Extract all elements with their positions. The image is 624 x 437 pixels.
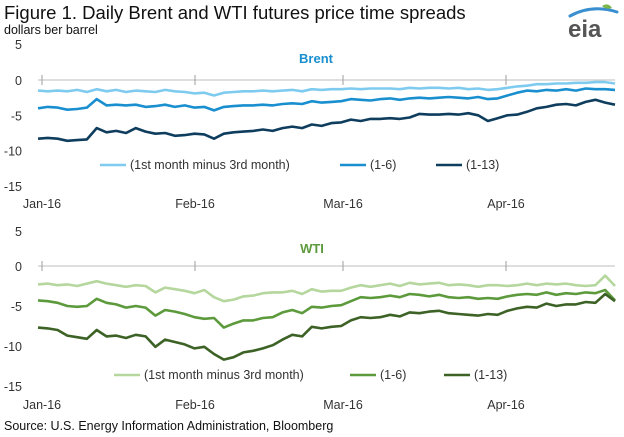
brent-x-tick-label: Apr-16 [487,197,525,211]
wti-series-3-line [37,292,616,361]
wti-y-tick-label: -5 [11,300,22,314]
wti-x-tick-label: Apr-16 [487,398,525,412]
brent-y-tick-label: 5 [15,38,22,52]
brent-series-3-line [37,98,616,143]
logo-swoosh [568,7,619,18]
brent-x-tick-label: Mar-16 [323,197,363,211]
wti-x-tick-label: Feb-16 [175,398,215,412]
wti-series-1-line [37,274,616,303]
wti-series-2-line [37,288,616,329]
chart-title: Figure 1. Daily Brent and WTI futures pr… [4,2,466,23]
wti-y-tick-label: -10 [4,340,22,354]
brent-y-tick-label: -10 [4,145,22,159]
brent-legend-label: (1-6) [370,158,396,172]
wti-legend-label: (1-13) [474,368,507,382]
unit-label: dollars ber barrel [4,23,98,37]
wti-x-tick-label: Jan-16 [23,398,61,412]
wti-y-tick-label: 0 [15,260,22,274]
brent-y-tick-label: -15 [4,180,22,194]
brent-x-tick-label: Feb-16 [175,197,215,211]
brent-x-tick-label: Jan-16 [23,197,61,211]
wti-panel-title: WTI [300,241,324,256]
logo-text: eia [568,16,602,42]
brent-series-1-line [37,80,616,97]
brent-series-2-line [37,87,616,112]
brent-legend-label: (1-13) [466,158,499,172]
brent-panel-title: Brent [299,51,334,66]
brent-y-tick-label: -5 [11,109,22,123]
logo-leaf [602,4,612,9]
wti-y-tick-label: -15 [4,380,22,394]
wti-legend-label: (1-6) [380,368,406,382]
wti-x-tick-label: Mar-16 [323,398,363,412]
eia-logo: eia [568,4,619,42]
brent-legend-label: (1st month minus 3rd month) [130,158,290,172]
brent-y-tick-label: 0 [15,74,22,88]
wti-y-tick-label: 5 [15,225,22,239]
source-note: Source: U.S. Energy Information Administ… [4,419,334,433]
wti-legend-label: (1st month minus 3rd month) [144,368,304,382]
